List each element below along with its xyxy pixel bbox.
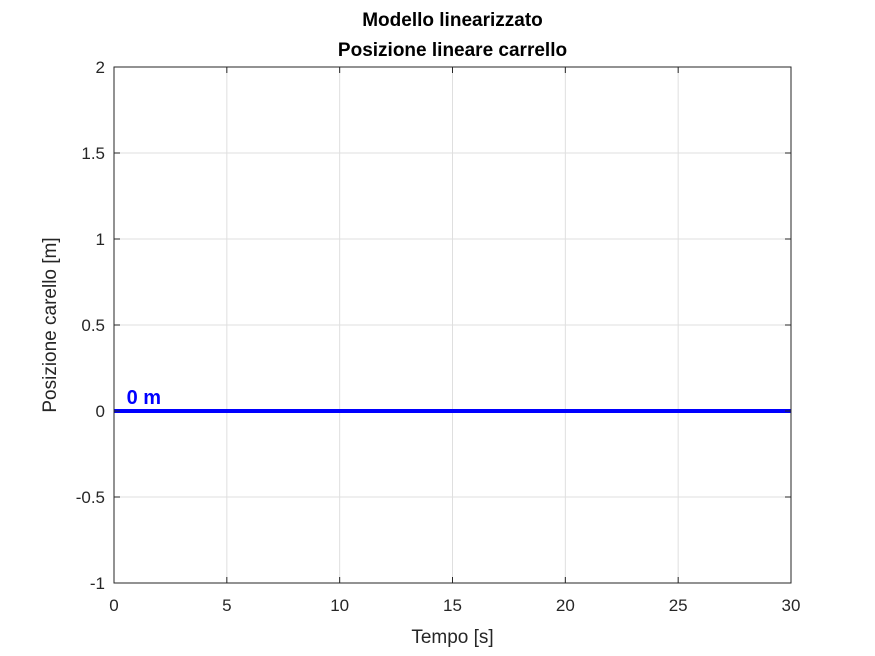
y-tick-label: -1 <box>90 574 105 593</box>
y-tick-label: 1 <box>96 230 105 249</box>
x-tick-label: 5 <box>222 596 231 615</box>
x-tick-label: 0 <box>109 596 118 615</box>
x-tick-label: 20 <box>556 596 575 615</box>
x-tick-label: 15 <box>443 596 462 615</box>
y-tick-label: 0 <box>96 402 105 421</box>
ticks: 0 5 10 15 20 25 30 -1 -0.5 0 0.5 1 1.5 2 <box>76 58 801 615</box>
x-tick-label: 10 <box>330 596 349 615</box>
y-tick-label: -0.5 <box>76 488 105 507</box>
y-axis-label: Posizione carello [m] <box>40 237 61 412</box>
y-tick-label: 2 <box>96 58 105 77</box>
value-annotation: 0 m <box>127 387 161 409</box>
chart-title: Modello linearizzato <box>362 10 543 31</box>
x-tick-label: 30 <box>782 596 801 615</box>
y-tick-label: 0.5 <box>81 316 105 335</box>
annotations: 0 m <box>127 387 161 409</box>
x-axis-label: Tempo [s] <box>411 627 493 648</box>
x-tick-label: 25 <box>669 596 688 615</box>
chart-subtitle: Posizione lineare carrello <box>338 40 567 61</box>
y-tick-label: 1.5 <box>81 144 105 163</box>
grid <box>114 67 791 583</box>
